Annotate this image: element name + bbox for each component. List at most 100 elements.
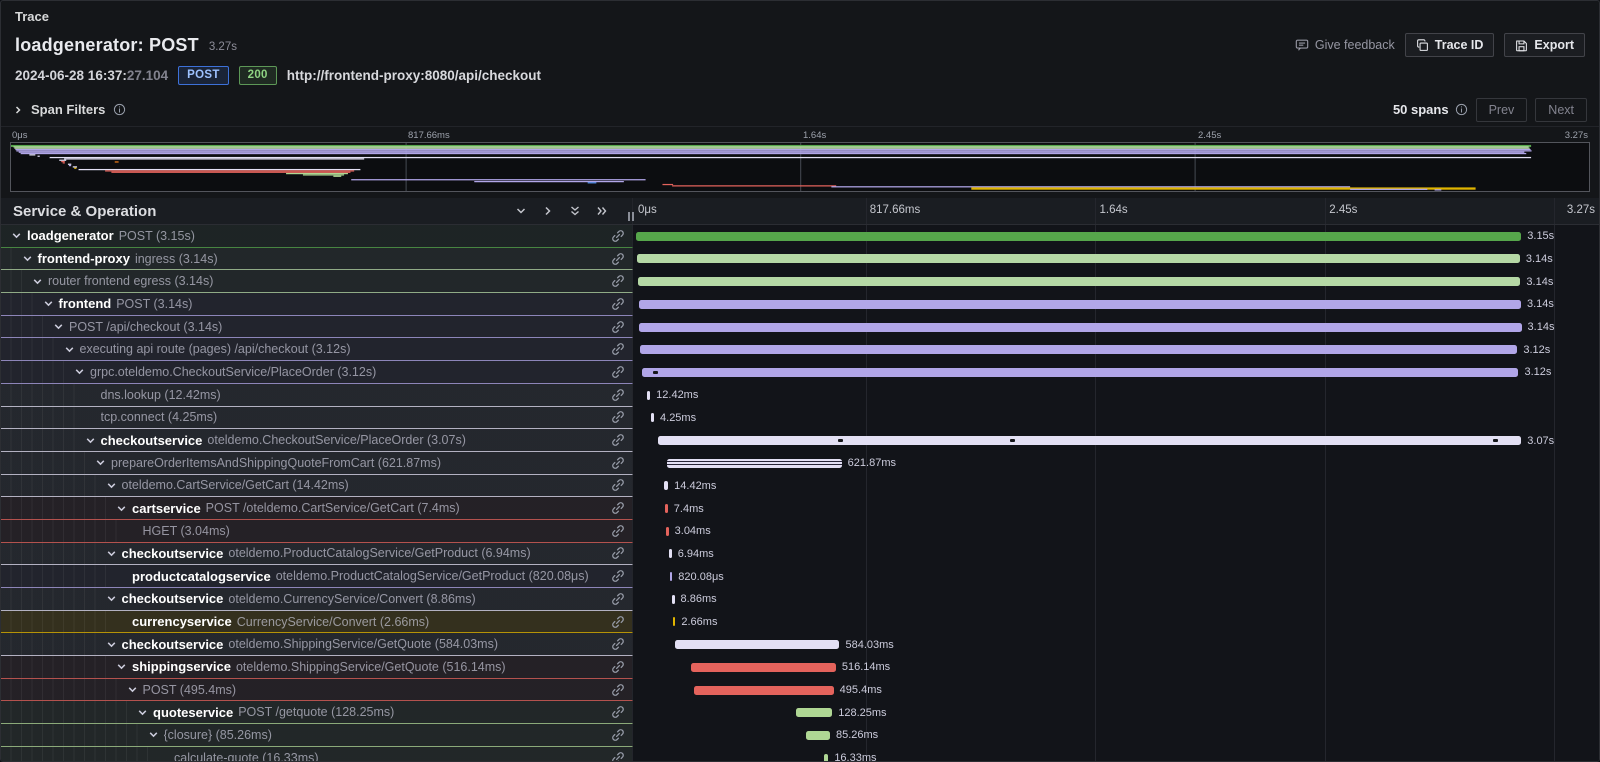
span-filters-toggle[interactable]: Span Filters [13, 102, 126, 117]
link-icon[interactable] [611, 728, 625, 742]
span-bar[interactable] [646, 390, 651, 400]
span-label-cell[interactable]: productcatalogservice oteldemo.ProductCa… [1, 565, 633, 588]
span-bar[interactable] [638, 299, 1521, 309]
span-bar[interactable] [666, 458, 842, 468]
expand-one-icon[interactable] [542, 205, 554, 217]
span-label-cell[interactable]: tcp.connect (4.25ms) [1, 406, 633, 430]
span-bar[interactable] [658, 435, 1522, 445]
expand-chevron-icon[interactable] [106, 639, 117, 650]
expand-chevron-icon[interactable] [74, 366, 85, 377]
span-label-cell[interactable]: HGET (3.04ms) [1, 519, 633, 543]
trace-id-button[interactable]: Trace ID [1404, 33, 1495, 57]
span-bar[interactable] [690, 662, 836, 672]
link-icon[interactable] [611, 433, 625, 447]
span-bar[interactable] [666, 526, 669, 536]
expand-chevron-icon[interactable] [43, 298, 54, 309]
link-icon[interactable] [611, 342, 625, 356]
expand-chevron-icon[interactable] [64, 344, 75, 355]
link-icon[interactable] [611, 546, 625, 560]
span-bar[interactable] [675, 640, 840, 650]
span-label-cell[interactable]: prepareOrderItemsAndShippingQuoteFromCar… [1, 451, 633, 475]
expand-chevron-icon[interactable] [32, 276, 43, 287]
collapse-all-icon[interactable] [569, 205, 581, 217]
link-icon[interactable] [611, 456, 625, 470]
link-icon[interactable] [611, 410, 625, 424]
link-icon[interactable] [611, 320, 625, 334]
link-icon[interactable] [611, 683, 625, 697]
span-bar[interactable] [651, 413, 655, 423]
expand-chevron-icon[interactable] [53, 321, 64, 332]
span-bar[interactable] [639, 322, 1522, 332]
link-icon[interactable] [611, 660, 625, 674]
span-bar[interactable] [664, 481, 669, 491]
give-feedback-link[interactable]: Give feedback [1295, 38, 1395, 52]
span-label-cell[interactable]: executing api route (pages) /api/checkou… [1, 338, 633, 362]
span-bar[interactable] [823, 753, 829, 761]
expand-chevron-icon[interactable] [11, 230, 22, 241]
link-icon[interactable] [611, 478, 625, 492]
span-label-cell[interactable]: currencyservice CurrencyService/Convert … [1, 610, 633, 634]
link-icon[interactable] [611, 615, 625, 629]
span-bar[interactable] [665, 504, 668, 514]
span-label-cell[interactable]: POST (495.4ms) [1, 678, 633, 702]
link-icon[interactable] [611, 501, 625, 515]
link-icon[interactable] [611, 229, 625, 243]
span-bar[interactable] [669, 572, 673, 582]
expand-chevron-icon[interactable] [127, 684, 138, 695]
span-bar[interactable] [806, 730, 830, 740]
span-bar[interactable] [669, 549, 672, 559]
span-label-cell[interactable]: cartservice POST /oteldemo.CartService/G… [1, 497, 633, 520]
column-resize-handle[interactable] [628, 212, 634, 221]
next-span-button[interactable]: Next [1535, 97, 1587, 122]
link-icon[interactable] [611, 569, 625, 583]
span-label-cell[interactable]: calculate-quote (16.33ms) [1, 746, 633, 761]
link-icon[interactable] [611, 592, 625, 606]
expand-chevron-icon[interactable] [106, 593, 117, 604]
span-label-cell[interactable]: loadgenerator POST (3.15s) [1, 225, 633, 248]
span-bar[interactable] [641, 367, 1519, 377]
span-label-cell[interactable]: dns.lookup (12.42ms) [1, 383, 633, 407]
span-bar[interactable] [640, 345, 1518, 355]
span-label-cell[interactable]: checkoutservice oteldemo.ShippingService… [1, 633, 633, 657]
link-icon[interactable] [611, 637, 625, 651]
span-label-cell[interactable]: POST /api/checkout (3.14s) [1, 315, 633, 339]
span-bar[interactable] [672, 617, 676, 627]
expand-all-icon[interactable] [596, 205, 608, 217]
span-bar[interactable] [637, 277, 1521, 287]
span-bar[interactable] [796, 708, 833, 718]
span-label-cell[interactable]: quoteservice POST /getquote (128.25ms) [1, 701, 633, 725]
expand-chevron-icon[interactable] [85, 435, 96, 446]
link-icon[interactable] [611, 274, 625, 288]
expand-chevron-icon[interactable] [116, 661, 127, 672]
expand-chevron-icon[interactable] [106, 548, 117, 559]
span-label-cell[interactable]: checkoutservice oteldemo.ProductCatalogS… [1, 542, 633, 566]
expand-chevron-icon[interactable] [106, 480, 117, 491]
span-label-cell[interactable]: checkoutservice oteldemo.CheckoutService… [1, 429, 633, 452]
link-icon[interactable] [611, 365, 625, 379]
span-label-cell[interactable]: oteldemo.CartService/GetCart (14.42ms) [1, 474, 633, 498]
link-icon[interactable] [611, 705, 625, 719]
span-bar[interactable] [694, 685, 834, 695]
expand-chevron-icon[interactable] [116, 503, 127, 514]
span-label-cell[interactable]: frontend-proxy ingress (3.14s) [1, 247, 633, 271]
expand-chevron-icon[interactable] [22, 253, 33, 264]
span-label-cell[interactable]: router frontend egress (3.14s) [1, 270, 633, 294]
prev-span-button[interactable]: Prev [1475, 97, 1528, 122]
link-icon[interactable] [611, 524, 625, 538]
collapse-one-icon[interactable] [515, 205, 527, 217]
span-bar[interactable] [637, 254, 1520, 264]
link-icon[interactable] [611, 297, 625, 311]
span-bar[interactable] [671, 594, 675, 604]
link-icon[interactable] [611, 252, 625, 266]
expand-chevron-icon[interactable] [95, 457, 106, 468]
span-bar[interactable] [636, 231, 1522, 241]
expand-chevron-icon[interactable] [148, 729, 159, 740]
export-button[interactable]: Export [1504, 33, 1585, 57]
minimap-canvas[interactable] [10, 142, 1590, 192]
span-label-cell[interactable]: {closure} (85.26ms) [1, 724, 633, 747]
span-label-cell[interactable]: checkoutservice oteldemo.CurrencyService… [1, 588, 633, 611]
link-icon[interactable] [611, 751, 625, 761]
expand-chevron-icon[interactable] [137, 707, 148, 718]
span-label-cell[interactable]: frontend POST (3.14s) [1, 293, 633, 316]
link-icon[interactable] [611, 388, 625, 402]
